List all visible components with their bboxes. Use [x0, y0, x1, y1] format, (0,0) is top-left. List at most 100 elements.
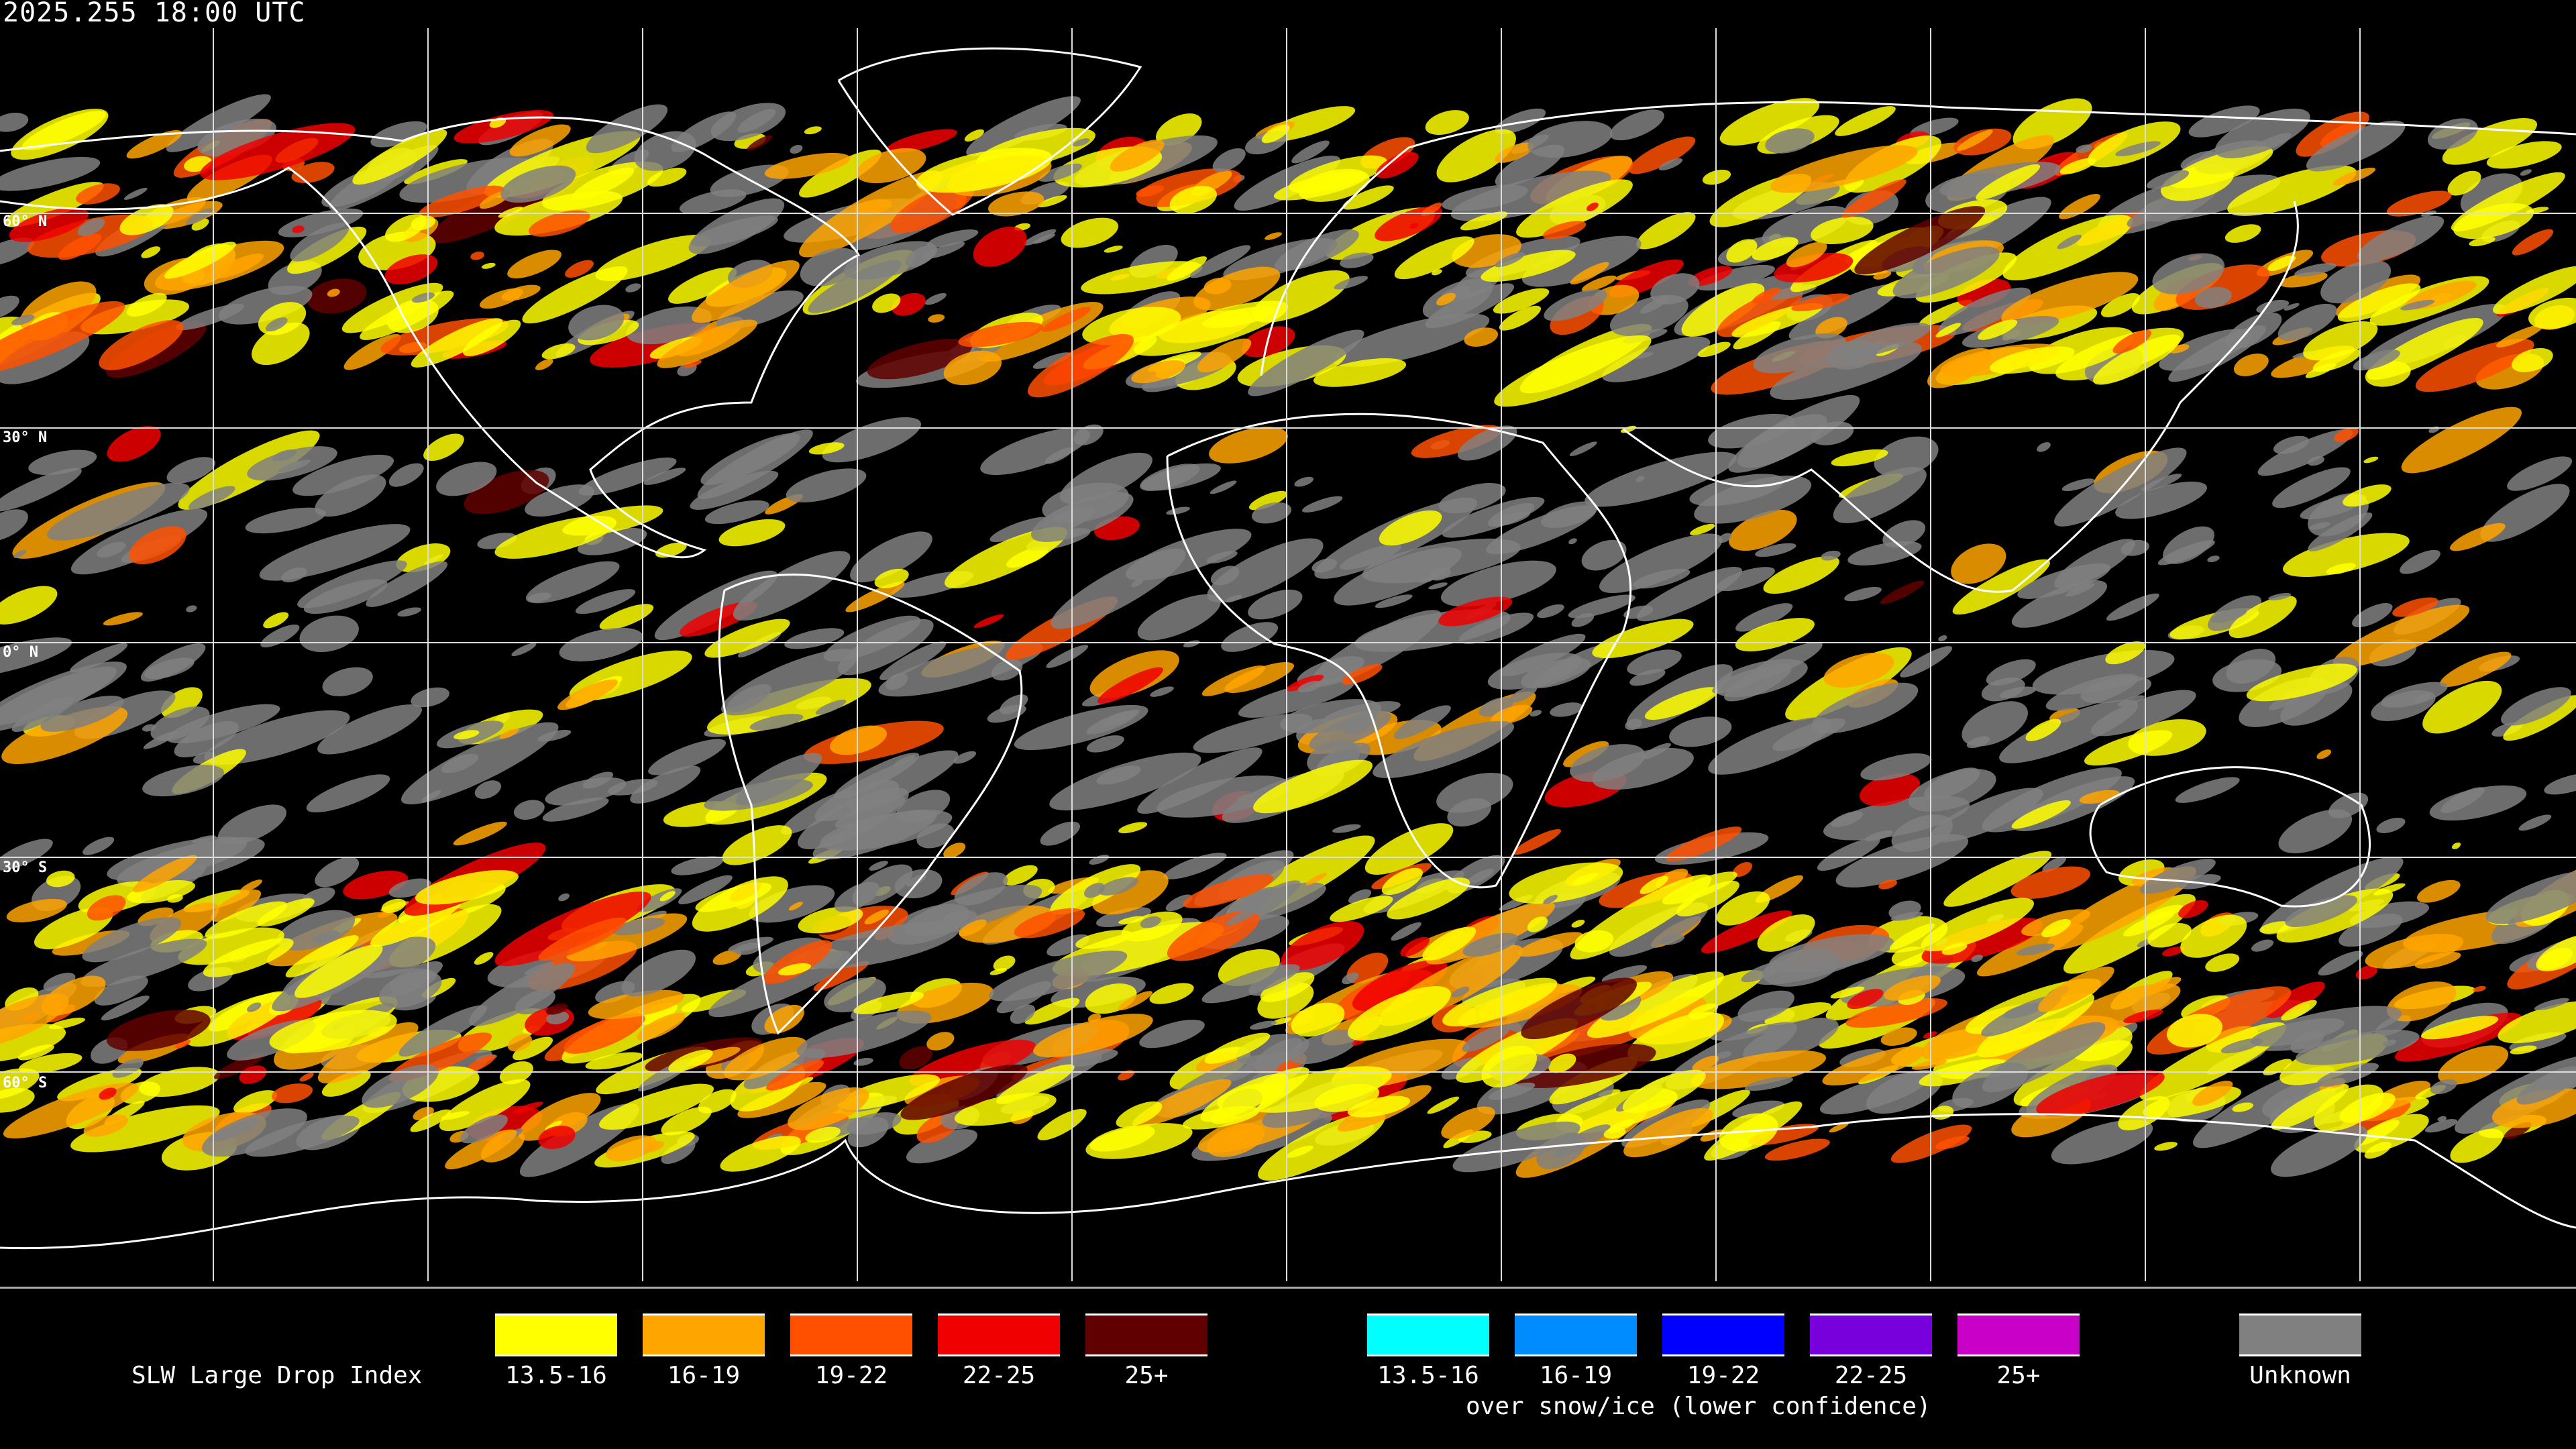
cloud-cell	[1962, 701, 2028, 747]
cloud-cell	[247, 446, 337, 481]
legend-primary-3-swatch	[938, 1313, 1060, 1356]
cloud-cell	[1817, 837, 1880, 871]
cloud-cell	[2263, 1059, 2292, 1075]
cloud-cell	[697, 429, 813, 499]
cloud-cell	[186, 208, 213, 225]
cloud-cell	[1149, 983, 1194, 1004]
cloud-cell	[966, 96, 1081, 157]
cloud-cell	[1860, 753, 1932, 781]
cloud-cell	[599, 1083, 714, 1130]
cloud-cell	[1210, 480, 1237, 494]
cloud-cell	[2355, 965, 2377, 980]
cloud-cell	[749, 885, 835, 923]
cloud-cell	[837, 619, 934, 676]
cloud-cell	[704, 500, 769, 525]
cloud-cell	[1332, 313, 1490, 367]
cloud-cell	[1716, 891, 1770, 926]
coastline-africa	[1166, 413, 1631, 889]
cloud-cell	[46, 870, 75, 888]
cloud-cell	[535, 358, 553, 370]
cloud-cell	[718, 519, 786, 547]
cloud-cell	[2316, 749, 2332, 759]
cloud-cell	[166, 457, 215, 484]
cloud-cell	[1986, 659, 2036, 686]
cloud-cell	[2002, 215, 2133, 280]
cloud-cell	[1086, 735, 1124, 753]
cloud-cell	[1602, 336, 1711, 382]
cloud-cell	[2250, 1018, 2345, 1047]
cloud-cell	[1592, 748, 1694, 790]
cloud-cell	[2498, 1001, 2576, 1044]
cloud-cell	[415, 869, 519, 905]
cloud-cell	[1499, 305, 1542, 331]
cloud-cell	[2036, 1069, 2165, 1117]
cloud-cell	[973, 226, 1027, 267]
cloud-cell	[1844, 586, 1882, 602]
cloud-cell	[1450, 170, 1611, 221]
cloud-cell	[80, 938, 207, 987]
cloud-cell	[1650, 273, 1700, 305]
cloud-cell	[893, 755, 916, 767]
cloud-cell	[1688, 266, 1733, 286]
cloud-cell	[796, 1010, 932, 1059]
cloud-cell	[174, 721, 239, 757]
cloud-cell	[2041, 919, 2071, 938]
cloud-cell	[418, 185, 504, 218]
cloud-cell	[2277, 303, 2337, 341]
cloud-cell	[786, 468, 867, 502]
cloud-cell	[1884, 975, 1941, 1001]
cloud-cell	[2194, 286, 2232, 309]
cloud-cell	[1169, 185, 1217, 214]
cloud-cell	[647, 168, 687, 187]
cloud-cell	[1203, 278, 1232, 294]
cloud-cell	[528, 210, 590, 237]
cloud-cell	[1952, 559, 2050, 615]
cloud-cell	[1347, 986, 1451, 1041]
cloud-cell	[94, 975, 148, 1006]
cloud-cell	[202, 1108, 307, 1157]
cloud-cell	[565, 260, 594, 278]
cloud-cell	[735, 753, 822, 806]
cloud-cell	[987, 704, 1026, 723]
cloud-cell	[70, 643, 128, 673]
cloud-cell	[507, 250, 561, 279]
cloud-cell	[1755, 543, 1796, 557]
cloud-cell	[2273, 435, 2310, 454]
cloud-cell	[1628, 996, 1707, 1039]
cloud-cell	[1373, 720, 1515, 778]
cloud-cell	[954, 872, 1008, 906]
cloud-cell	[0, 509, 28, 542]
cloud-cell	[733, 551, 851, 621]
cloud-cell	[643, 468, 686, 485]
cloud-cell	[1509, 686, 1538, 703]
cloud-cell	[1265, 232, 1283, 240]
cloud-cell	[272, 449, 297, 462]
cloud-cell	[1134, 301, 1289, 356]
cloud-cell	[1479, 697, 1514, 717]
cloud-cell	[1676, 880, 1739, 917]
cloud-cell	[1712, 667, 1770, 694]
cloud-cell	[370, 121, 427, 148]
cloud-cell	[322, 667, 373, 696]
cloud-cell	[2318, 951, 2363, 976]
cloud-cell	[140, 643, 206, 682]
cloud-cell	[1425, 110, 1469, 136]
cloud-cell	[2011, 580, 2108, 628]
cloud-cell	[2496, 325, 2544, 347]
cloud-cell	[777, 963, 812, 976]
cloud-cell	[82, 917, 182, 963]
cloud-cell	[1753, 333, 1847, 374]
cloud-cell	[1716, 567, 1776, 592]
cloud-cell	[1952, 1062, 2029, 1108]
cloud-cell	[1811, 216, 1874, 245]
cloud-cell	[668, 267, 737, 304]
cloud-cell	[4, 182, 104, 227]
cloud-cell	[2138, 174, 2281, 222]
cloud-cell	[2042, 856, 2067, 873]
cloud-cell	[1462, 932, 1518, 957]
cloud-cell	[856, 148, 926, 184]
cloud-cell	[1815, 317, 1847, 339]
cloud-cell	[989, 951, 1128, 1002]
cloud-cell	[2214, 108, 2310, 158]
cloud-cell	[1874, 436, 1939, 477]
